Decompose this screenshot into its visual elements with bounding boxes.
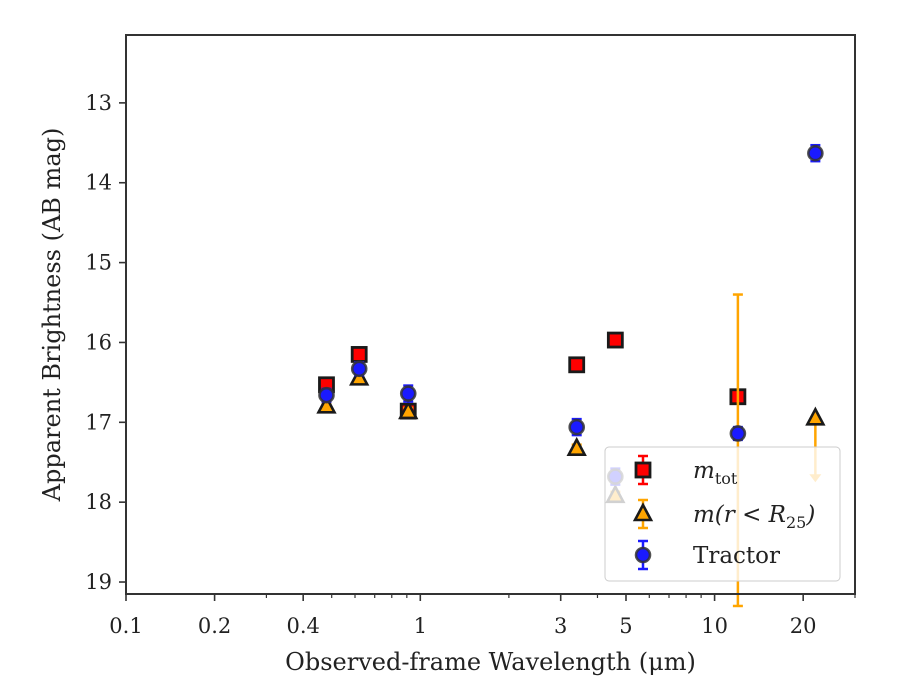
y-tick-label: 14: [85, 171, 112, 195]
series-mtot: [318, 331, 747, 420]
legend-label: m(r < R25): [693, 502, 815, 532]
legend-marker: [634, 461, 652, 479]
y-tick-label: 15: [85, 251, 112, 275]
data-point: [399, 385, 417, 402]
data-point: [566, 436, 587, 456]
y-tick-label: 16: [85, 330, 112, 354]
legend: mtot m(r < R25) Tractor: [604, 446, 841, 582]
legend-label: Tractor: [693, 543, 780, 569]
legend-box: [604, 446, 841, 582]
x-tick-label: 0.1: [109, 614, 142, 638]
data-point: [807, 144, 824, 162]
y-axis-ticks: 13 14 15 16 17 18 19: [85, 91, 126, 594]
x-axis-ticks: 0.1 0.2 0.4 1 3 5 10 20: [109, 594, 817, 638]
x-axis-label: Observed-frame Wavelength (μm): [285, 648, 696, 676]
legend-marker: [632, 502, 654, 522]
legend-entry-tractor: Tractor: [634, 539, 780, 571]
legend-entry-mr25: m(r < R25): [632, 498, 815, 532]
data-point: [398, 400, 419, 420]
x-tick-label: 3: [554, 614, 567, 638]
legend-entry-mtot: mtot: [634, 454, 738, 488]
data-point: [568, 418, 586, 436]
data-point: [350, 360, 368, 378]
y-tick-label: 18: [85, 490, 112, 514]
data-point: [568, 356, 586, 374]
y-axis-label: Apparent Brightness (AB mag): [38, 128, 66, 503]
plot-frame: [125, 34, 856, 595]
data-point: [316, 394, 337, 414]
data-point: [350, 346, 368, 363]
x-tick-label: 0.4: [286, 614, 319, 638]
x-tick-label: 10: [701, 614, 728, 638]
y-tick-label: 17: [85, 410, 112, 434]
data-point: [318, 386, 335, 404]
x-tick-label: 1: [414, 614, 427, 638]
legend-marker: [634, 546, 652, 564]
data-point: [729, 425, 747, 442]
data-point: [606, 331, 624, 349]
x-tick-label: 5: [619, 614, 632, 638]
x-tick-label: 0.2: [198, 614, 231, 638]
y-tick-label: 19: [85, 570, 112, 594]
series-tractor: [318, 143, 824, 486]
data-point: [805, 406, 826, 426]
x-tick-label: 20: [790, 614, 817, 638]
y-tick-label: 13: [85, 91, 112, 115]
legend-label: mtot: [693, 458, 738, 488]
